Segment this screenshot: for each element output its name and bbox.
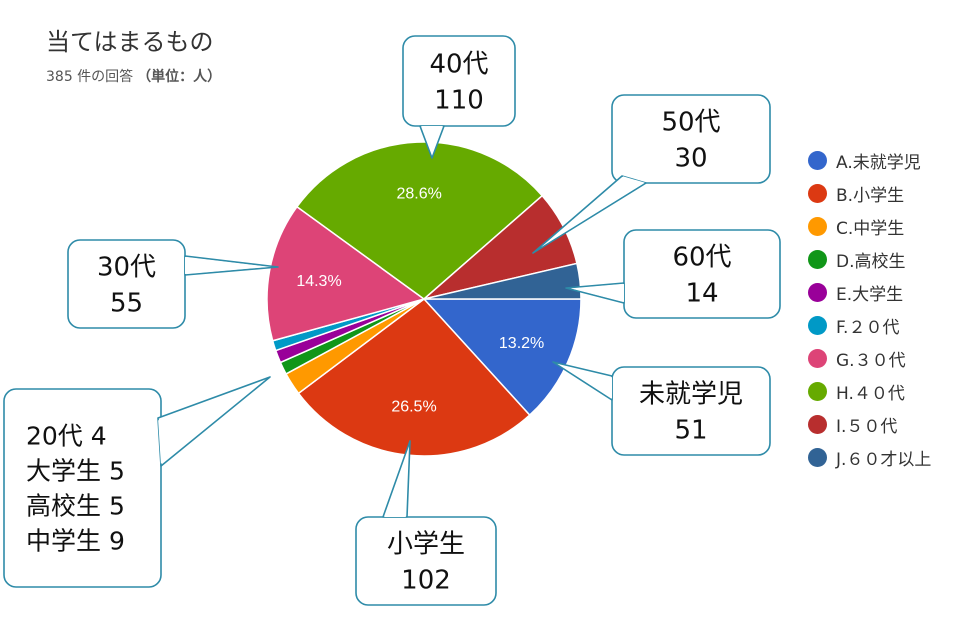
callout-text: 50代 bbox=[661, 107, 720, 137]
callout-text: 102 bbox=[401, 565, 451, 595]
callout-text: 60代 bbox=[672, 242, 731, 272]
callout-text: 中学生 9 bbox=[26, 527, 125, 556]
legend-swatch bbox=[808, 151, 827, 170]
callout-text: 20代 4 bbox=[26, 422, 107, 451]
unit-label: （単位：人） bbox=[137, 69, 222, 85]
pie-slice[interactable] bbox=[423, 262, 582, 300]
legend-label: H.４０代 bbox=[836, 384, 905, 404]
pie-slice[interactable] bbox=[295, 141, 544, 300]
legend-item[interactable]: F.２０代 bbox=[808, 309, 931, 342]
callout-text: 110 bbox=[434, 85, 484, 115]
legend-label: F.２０代 bbox=[836, 318, 900, 338]
callout-text: 小学生 bbox=[387, 529, 465, 559]
legend-item[interactable]: H.４０代 bbox=[808, 375, 931, 408]
legend-item[interactable]: E.大学生 bbox=[808, 276, 931, 309]
legend-label: C.中学生 bbox=[836, 219, 905, 239]
legend-swatch bbox=[808, 283, 827, 302]
callout-box bbox=[611, 94, 771, 184]
slice-percent-label: 28.6% bbox=[397, 185, 442, 202]
callout-box bbox=[355, 516, 497, 606]
legend-swatch bbox=[808, 184, 827, 203]
legend-label: E.大学生 bbox=[836, 285, 904, 305]
legend-label: J.６０才以上 bbox=[836, 450, 932, 470]
slice-percent-label: 26.5% bbox=[391, 398, 436, 415]
legend-item[interactable]: B.小学生 bbox=[808, 177, 931, 210]
legend-swatch bbox=[808, 316, 827, 335]
legend: A.未就学児 B.小学生 C.中学生 D.高校生 E.大学生 F.２０代 G.３… bbox=[808, 144, 931, 474]
legend-label: A.未就学児 bbox=[836, 153, 921, 173]
pie-slice[interactable] bbox=[266, 205, 426, 342]
legend-swatch bbox=[808, 382, 827, 401]
legend-swatch bbox=[808, 415, 827, 434]
legend-label: G.３０代 bbox=[836, 351, 906, 371]
callout-box bbox=[67, 239, 186, 329]
legend-label: B.小学生 bbox=[836, 186, 905, 206]
pie-slices bbox=[266, 141, 582, 457]
legend-item[interactable]: G.３０代 bbox=[808, 342, 931, 375]
callout-text: 30 bbox=[674, 143, 707, 173]
slice-percent-label: 13.2% bbox=[499, 335, 544, 352]
callout-text: 14 bbox=[685, 278, 718, 308]
callout-text: 大学生 5 bbox=[26, 457, 125, 486]
legend-item[interactable]: D.高校生 bbox=[808, 243, 931, 276]
callout-text: 51 bbox=[674, 415, 707, 445]
callout-text: 30代 bbox=[97, 252, 156, 282]
callout: 未就学児 51 bbox=[552, 361, 771, 456]
callout-box bbox=[402, 35, 516, 127]
callout: 20代 4 大学生 5 高校生 5 中学生 9 bbox=[3, 376, 271, 588]
callout-box bbox=[611, 366, 771, 456]
response-count: 385 件の回答 （単位：人） bbox=[46, 66, 221, 86]
legend-item[interactable]: I.５０代 bbox=[808, 408, 931, 441]
legend-item[interactable]: C.中学生 bbox=[808, 210, 931, 243]
slice-percent-label: 14.3% bbox=[296, 273, 341, 290]
legend-swatch bbox=[808, 250, 827, 269]
response-count-text: 385 件の回答 bbox=[46, 69, 134, 85]
legend-swatch bbox=[808, 349, 827, 368]
legend-label: D.高校生 bbox=[836, 252, 906, 272]
legend-item[interactable]: J.６０才以上 bbox=[808, 441, 931, 474]
legend-swatch bbox=[808, 217, 827, 236]
callout-text: 高校生 5 bbox=[26, 492, 125, 521]
callout-text: 55 bbox=[110, 288, 143, 318]
callout-text: 未就学児 bbox=[639, 379, 743, 409]
legend-swatch bbox=[808, 448, 827, 467]
legend-item[interactable]: A.未就学児 bbox=[808, 144, 931, 177]
callout-box bbox=[623, 229, 781, 319]
pie-slice[interactable] bbox=[422, 298, 582, 417]
callout-text: 40代 bbox=[429, 49, 488, 79]
chart-title: 当てはまるもの bbox=[46, 28, 214, 56]
legend-label: I.５０代 bbox=[836, 417, 898, 437]
callout-box bbox=[3, 388, 162, 588]
callout: 小学生 102 bbox=[355, 440, 497, 606]
